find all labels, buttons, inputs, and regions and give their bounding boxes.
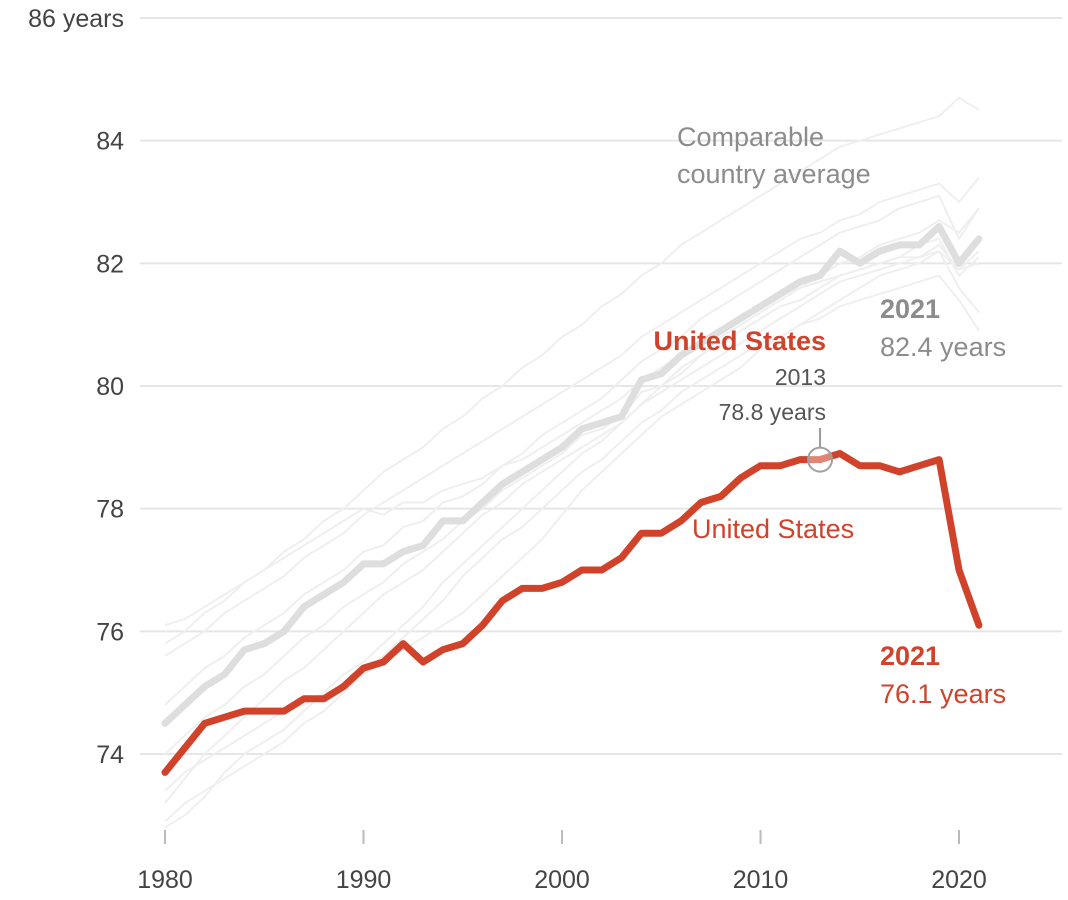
y-tick-label-82: 82 xyxy=(96,250,124,278)
y-tick-label-80: 80 xyxy=(96,373,124,401)
average-label-line2: country average xyxy=(677,159,871,189)
average-label-line1: Comparable xyxy=(677,122,824,152)
background-country-line-6 xyxy=(164,274,980,823)
x-tick-label-2020: 2020 xyxy=(931,866,987,894)
average-line xyxy=(161,223,983,727)
background-country-line-2 xyxy=(164,176,980,657)
united-states-series xyxy=(161,450,983,776)
y-tick-label-84: 84 xyxy=(96,128,124,156)
us-line-label: United States xyxy=(692,514,854,544)
y-tick-label-76: 76 xyxy=(96,618,124,646)
background-country-line-5 xyxy=(164,250,980,804)
us-title-label: United States xyxy=(653,326,826,356)
background-country-line-9 xyxy=(164,207,980,829)
x-tick-label-1990: 1990 xyxy=(336,866,392,894)
x-tick-label-2000: 2000 xyxy=(534,866,590,894)
us-line xyxy=(161,450,983,776)
y-tick-label-86: 86 years xyxy=(28,5,124,33)
background-country-line-8 xyxy=(164,243,980,627)
background-country-line-7 xyxy=(164,250,980,792)
grid-lines xyxy=(140,17,1062,755)
background-country-line-3 xyxy=(164,194,980,706)
x-tick-label-2010: 2010 xyxy=(733,866,789,894)
comparable-country-average-series xyxy=(161,223,983,727)
x-axis-labels: 1980 1990 2000 2010 2020 xyxy=(137,830,987,894)
us-peak-marker xyxy=(807,428,834,473)
us-end-value-label: 76.1 years xyxy=(880,679,1006,709)
average-end-year-label: 2021 xyxy=(880,294,940,324)
average-end-value-label: 82.4 years xyxy=(880,332,1006,362)
us-peak-value-label: 78.8 years xyxy=(719,399,826,425)
peak-circle xyxy=(807,446,834,473)
y-tick-label-74: 74 xyxy=(96,741,124,769)
y-tick-label-78: 78 xyxy=(96,496,124,524)
background-country-line-4 xyxy=(164,237,980,755)
background-country-line-1 xyxy=(164,96,980,645)
x-tick-label-1980: 1980 xyxy=(137,866,193,894)
y-axis-labels: 74 76 78 80 82 84 86 years xyxy=(28,5,124,769)
background-country-lines xyxy=(164,96,980,829)
us-end-year-label: 2021 xyxy=(880,641,940,671)
us-peak-year-label: 2013 xyxy=(775,364,826,390)
